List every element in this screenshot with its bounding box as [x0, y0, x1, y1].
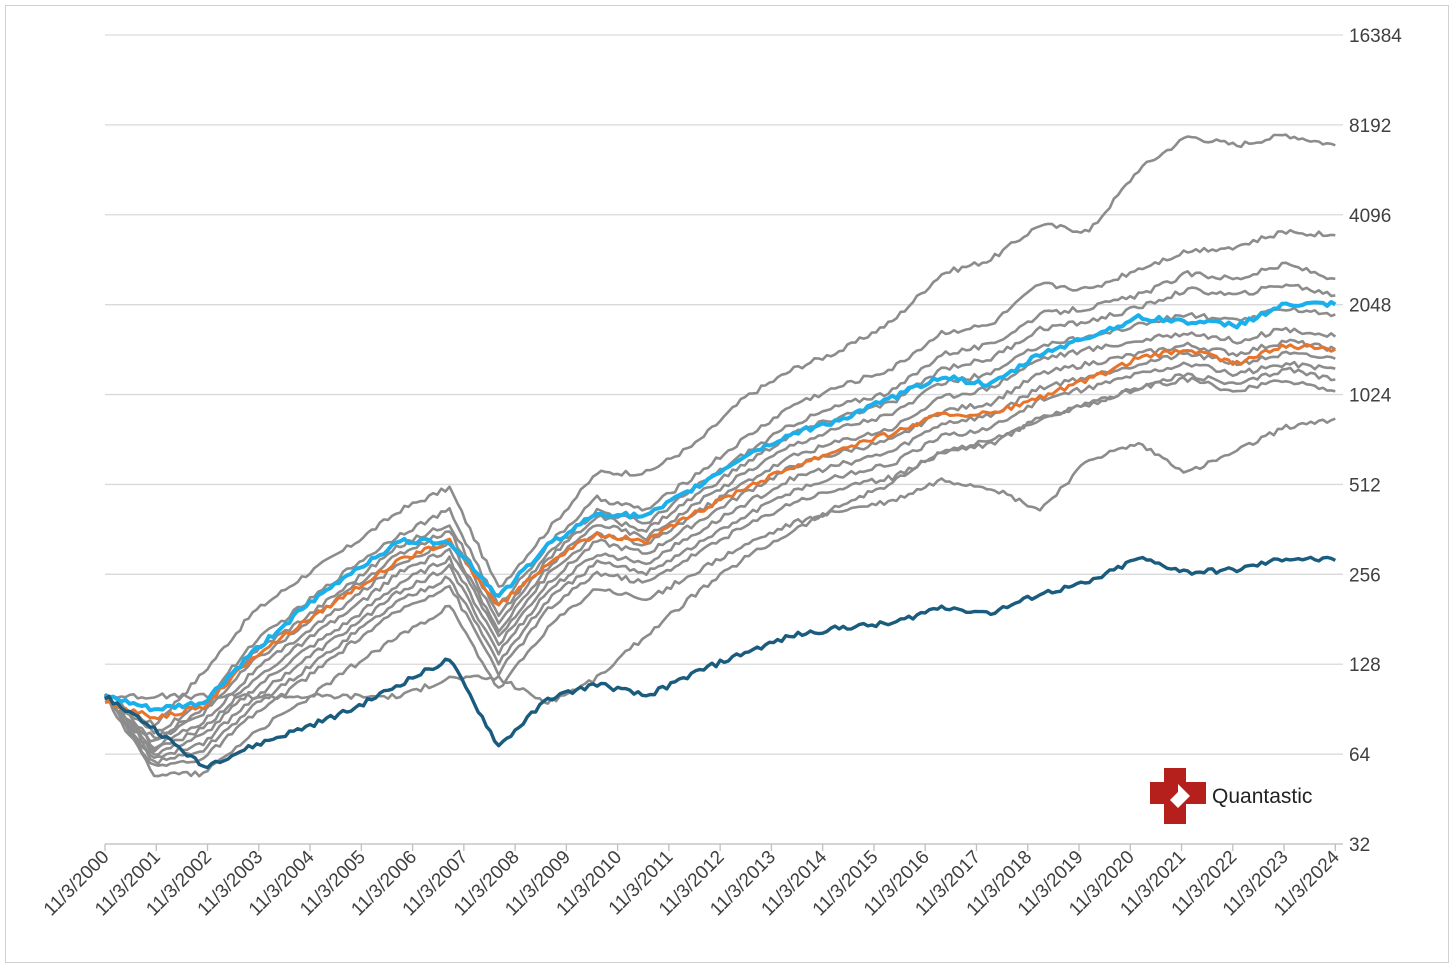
y-tick-label: 32: [1349, 835, 1370, 856]
x-axis-ticks: 11/3/200011/3/200111/3/200211/3/200311/3…: [40, 843, 1344, 920]
series-line-gray: [104, 360, 1336, 765]
y-tick-label: 1024: [1349, 386, 1392, 407]
quantastic-logo: Quantastic: [1150, 768, 1312, 824]
y-axis-ticks: 32 64 128 256 512 1024 2048 4096 8192 16384: [1349, 26, 1402, 856]
series-line-gray: [103, 350, 1336, 760]
series-line-dark-blue: [104, 555, 1337, 770]
chart-frame: 32 64 128 256 512 1024 2048 4096 8192 16384 11/3/…: [5, 5, 1449, 963]
logo-text: Quantastic: [1212, 785, 1312, 808]
series-line-gray: [104, 133, 1336, 728]
series-line-gray: [103, 376, 1336, 768]
y-tick-label: 512: [1349, 475, 1381, 496]
series-line-gray: [104, 366, 1336, 705]
chart-plot: 32 64 128 256 512 1024 2048 4096 8192 16384 11/3/…: [40, 26, 1402, 920]
series-lines: [103, 133, 1337, 778]
series-line-gray: [104, 306, 1336, 750]
logo-cutout-shape: [1170, 784, 1190, 808]
series-line-gray: [104, 338, 1336, 756]
y-tick-label: 4096: [1349, 206, 1391, 227]
series-line-gray: [104, 261, 1336, 740]
logo-mark-icon: [1150, 768, 1206, 824]
y-tick-label: 8192: [1349, 116, 1391, 137]
series-line-orange: [104, 342, 1336, 721]
y-tick-label: 64: [1349, 745, 1371, 766]
series-line-gray: [104, 228, 1336, 735]
y-tick-label: 128: [1349, 655, 1381, 676]
series-line-light-blue: [103, 300, 1337, 713]
y-tick-label: 256: [1349, 565, 1381, 586]
y-tick-label: 2048: [1349, 296, 1391, 317]
series-line-gray: [104, 326, 1337, 753]
gridlines: [105, 34, 1343, 845]
y-tick-label: 16384: [1349, 26, 1402, 47]
